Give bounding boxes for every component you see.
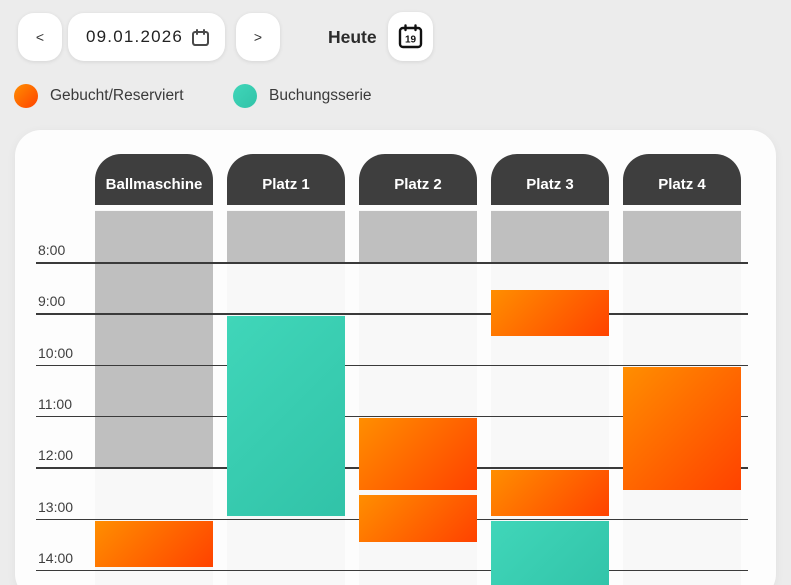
booking-block-booked[interactable] (491, 290, 609, 337)
date-input[interactable]: 09.01.2026 (68, 13, 225, 61)
booking-block-blocked (95, 210, 213, 468)
booking-block-series[interactable] (227, 315, 345, 516)
booking-block-booked[interactable] (359, 418, 477, 491)
today-button[interactable]: 19 (388, 12, 433, 61)
next-day-button[interactable]: > (236, 13, 280, 61)
legend-item-series: Buchungsserie (233, 84, 372, 108)
time-label-13-00: 13:00 (38, 498, 74, 515)
calendar-icon (190, 27, 211, 48)
booking-block-booked[interactable] (95, 521, 213, 568)
column-header-platz-4: Platz 4 (623, 154, 741, 205)
booking-block-blocked (359, 210, 477, 262)
series-color-dot (233, 84, 257, 108)
time-label-8-00: 8:00 (38, 242, 66, 258)
calendar-day-icon: 19 (397, 23, 424, 50)
booking-block-booked[interactable] (359, 495, 477, 542)
booked-color-dot (14, 84, 38, 108)
schedule-card: Ballmaschine Platz 1 Platz 2 Platz 3 Platz 4… (15, 130, 776, 585)
time-label-14-00: 14:00 (38, 549, 74, 566)
time-label-9-00: 9:00 (38, 293, 66, 310)
booking-block-blocked (623, 210, 741, 262)
legend-item-booked: Gebucht/Reserviert (14, 84, 184, 108)
hour-line-11-00 (36, 415, 748, 418)
previous-day-button[interactable]: < (18, 13, 62, 61)
booking-block-booked[interactable] (623, 367, 741, 491)
column-header-platz-2: Platz 2 (359, 154, 477, 205)
time-label-12-00: 12:00 (38, 447, 74, 464)
legend-label-booked: Gebucht/Reserviert (50, 87, 184, 104)
time-label-10-00: 10:00 (38, 344, 74, 361)
hour-line-9-00 (36, 313, 748, 315)
column-header-platz-3: Platz 3 (491, 154, 609, 205)
hour-line-8-00 (36, 262, 748, 264)
schedule-grid: Ballmaschine Platz 1 Platz 2 Platz 3 Platz 4… (15, 130, 776, 585)
today-label: Heute (328, 26, 377, 47)
booking-block-blocked (491, 210, 609, 262)
booking-block-series[interactable] (491, 521, 609, 585)
column-header-ballmaschine: Ballmaschine (95, 154, 213, 205)
hour-line-10-00 (36, 364, 748, 367)
booking-block-booked[interactable] (491, 469, 609, 516)
date-value: 09.01.2026 (86, 27, 184, 46)
column-header-platz-1: Platz 1 (227, 154, 345, 205)
hour-line-14-00 (36, 569, 748, 572)
time-label-11-00: 11:00 (38, 395, 72, 412)
legend-label-series: Buchungsserie (269, 87, 372, 104)
svg-text:19: 19 (405, 35, 417, 46)
booking-block-blocked (227, 210, 345, 262)
